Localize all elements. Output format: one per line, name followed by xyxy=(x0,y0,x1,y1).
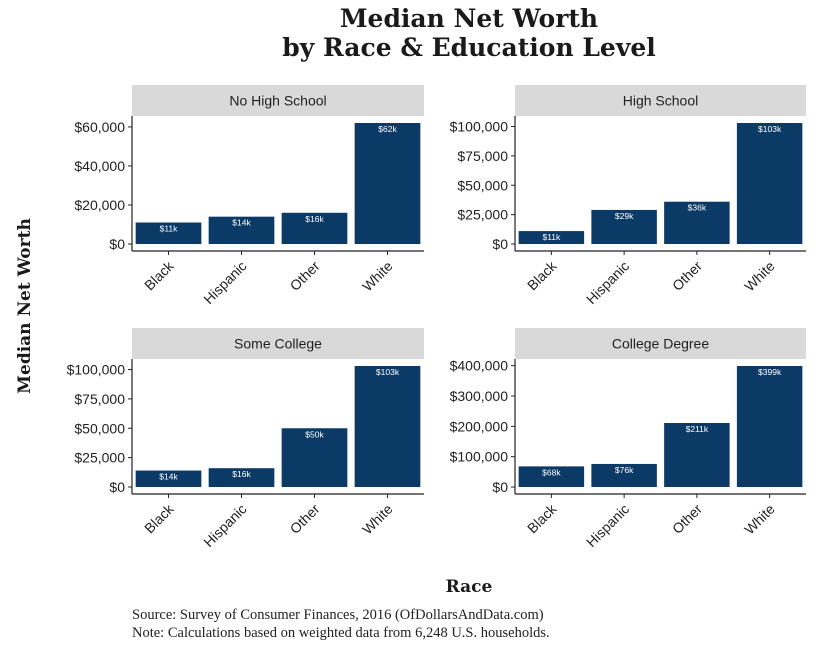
facet-strip-label: No High School xyxy=(229,93,326,109)
y-tick-label: $0 xyxy=(109,236,125,252)
bar xyxy=(591,463,657,487)
x-tick-label: Hispanic xyxy=(200,501,249,550)
x-tick-label: White xyxy=(741,258,778,295)
bar xyxy=(354,123,421,244)
bar xyxy=(208,468,275,487)
x-tick-label: White xyxy=(359,258,396,295)
bar xyxy=(281,428,348,487)
bar-value-label: $62k xyxy=(378,124,397,134)
bar xyxy=(591,209,657,244)
y-tick-label: $400,000 xyxy=(450,358,509,374)
bar xyxy=(664,423,730,487)
y-tick-label: $0 xyxy=(492,479,508,495)
facet-panels: No High School $0 $20,000 $40,000 $60,000 $11… xyxy=(67,85,806,550)
bar xyxy=(208,216,275,244)
y-tick-label: $20,000 xyxy=(74,197,125,213)
caption-source: Source: Survey of Consumer Finances, 201… xyxy=(132,607,544,623)
x-tick-label: White xyxy=(359,501,396,538)
facet-strip-label: Some College xyxy=(234,336,322,352)
bar xyxy=(518,466,585,487)
caption-note: Note: Calculations based on weighted dat… xyxy=(132,625,550,641)
bar-value-label: $76k xyxy=(615,465,634,475)
y-tick-label: $200,000 xyxy=(450,418,509,434)
facet-panel: No High School $0 $20,000 $40,000 $60,000 $11… xyxy=(74,85,424,307)
bar-value-label: $399k xyxy=(758,367,782,377)
y-tick-label: $100,000 xyxy=(450,119,509,135)
chart-title-line1: Median Net Worth xyxy=(340,4,598,33)
x-tick-label: Other xyxy=(287,258,323,294)
x-tick-label: Black xyxy=(141,500,177,536)
x-tick-label: Black xyxy=(524,257,560,293)
y-tick-label: $0 xyxy=(109,479,125,495)
y-tick-label: $50,000 xyxy=(74,420,125,436)
y-tick-label: $25,000 xyxy=(74,450,125,466)
x-tick-label: Black xyxy=(141,257,177,293)
bar xyxy=(281,212,348,244)
facet-strip xyxy=(515,85,806,116)
y-axis-title: Median Net Worth xyxy=(15,218,35,394)
x-axis-title: Race xyxy=(446,577,493,597)
facet-strip-label: High School xyxy=(623,93,699,109)
facet-strip xyxy=(515,328,806,359)
facet-strip xyxy=(132,85,424,116)
x-tick-label: White xyxy=(741,501,778,538)
bar-value-label: $16k xyxy=(232,469,251,479)
x-tick-label: Other xyxy=(669,258,705,294)
y-tick-label: $60,000 xyxy=(74,119,125,135)
y-tick-label: $40,000 xyxy=(74,158,125,174)
bar-value-label: $103k xyxy=(376,367,400,377)
x-tick-label: Black xyxy=(524,500,560,536)
y-tick-label: $100,000 xyxy=(450,449,509,465)
bar-value-label: $36k xyxy=(688,203,707,213)
y-tick-label: $25,000 xyxy=(457,207,508,223)
bar xyxy=(135,222,202,244)
bar-value-label: $68k xyxy=(542,467,561,477)
y-tick-label: $75,000 xyxy=(74,391,125,407)
bar xyxy=(736,366,803,487)
bar xyxy=(736,123,803,244)
facet-panel: High School $0 $25,000 $50,000 $75,000 $100,0… xyxy=(450,85,806,307)
x-tick-label: Other xyxy=(669,501,705,537)
bar-value-label: $11k xyxy=(160,224,179,234)
y-tick-label: $75,000 xyxy=(457,148,508,164)
y-tick-label: $0 xyxy=(492,236,508,252)
y-tick-label: $50,000 xyxy=(457,177,508,193)
x-tick-label: Hispanic xyxy=(583,258,632,307)
facet-strip xyxy=(132,328,424,359)
bar-value-label: $14k xyxy=(232,218,251,228)
bar-value-label: $14k xyxy=(159,472,178,482)
bar-value-label: $29k xyxy=(615,211,634,221)
bar-value-label: $11k xyxy=(542,232,561,242)
bar-value-label: $50k xyxy=(305,429,324,439)
facet-panel: Some College $0 $25,000 $50,000 $75,000 $100,… xyxy=(67,328,424,550)
facet-strip-label: College Degree xyxy=(612,336,709,352)
x-tick-label: Hispanic xyxy=(200,258,249,307)
bar xyxy=(135,470,202,487)
x-tick-label: Hispanic xyxy=(583,501,632,550)
x-tick-label: Other xyxy=(287,501,323,537)
facet-panel: College Degree $0 $100,000 $200,000 $300,000… xyxy=(450,328,806,550)
bar-value-label: $103k xyxy=(758,124,782,134)
bar xyxy=(518,231,585,244)
y-tick-label: $100,000 xyxy=(67,362,126,378)
bar xyxy=(354,366,421,487)
chart-title-line2: by Race & Education Level xyxy=(282,33,656,62)
bar-value-label: $211k xyxy=(686,424,709,434)
y-tick-label: $300,000 xyxy=(450,388,509,404)
bar xyxy=(664,201,730,244)
bar-value-label: $16k xyxy=(305,214,324,224)
